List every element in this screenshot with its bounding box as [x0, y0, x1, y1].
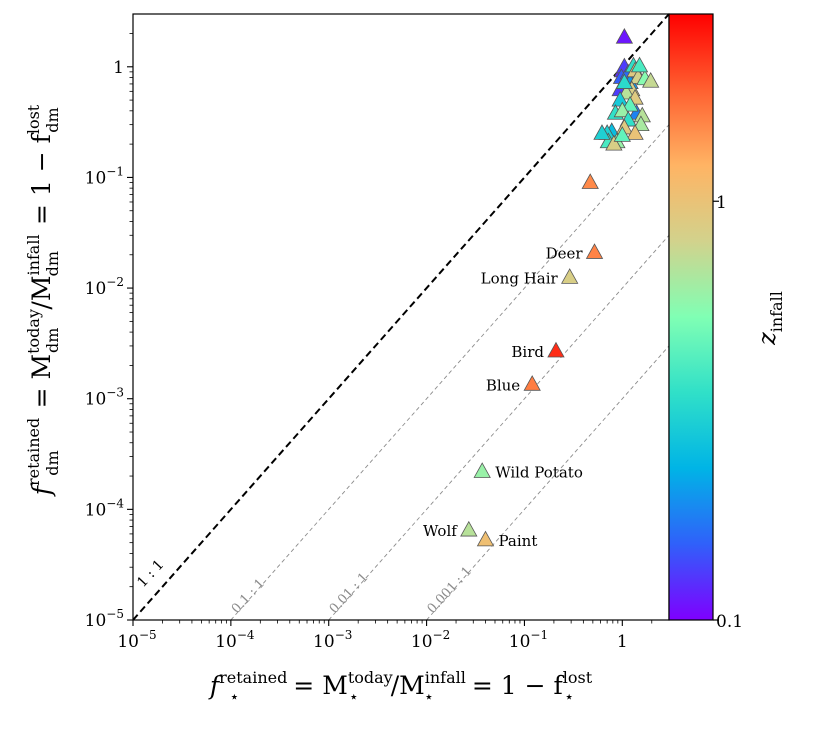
labeled-point-marker: [476, 530, 495, 547]
x-tick-label: 10−2: [411, 628, 450, 652]
x-tick-label: 10−1: [509, 628, 548, 652]
point-label: Paint: [499, 532, 538, 550]
point-label: Wolf: [423, 522, 458, 540]
y-tick-label: 1: [113, 58, 124, 78]
data-point-marker: [615, 28, 634, 44]
point-annotations: Deer Long Hair Bird Blue Wild Potato Wolf Pain…: [423, 244, 583, 549]
data-point-marker: [581, 173, 599, 189]
x-tick-label: 10−4: [215, 628, 255, 652]
reference-line: [133, 14, 669, 620]
data-markers: [460, 28, 660, 547]
x-tick-label: 1: [617, 632, 628, 652]
data-point-marker: [605, 134, 623, 151]
data-point-marker: [630, 56, 649, 73]
colorbar: [668, 13, 714, 621]
data-point-marker: [613, 101, 631, 118]
labeled-point-marker: [585, 243, 604, 259]
labeled-point-marker: [523, 375, 541, 391]
x-axis-title: fretained ⋆ = Mtoday ⋆/Minfall ⋆ = 1 − flos…: [208, 668, 593, 706]
y-tick-label: 10−1: [85, 164, 124, 188]
y-tick-label: 10−3: [85, 386, 124, 410]
x-axis-ticks: 10−5 10−4 10−3 10−2 10−1 1: [117, 620, 653, 652]
reference-line: [328, 234, 669, 620]
y-axis-title: fretaineddm = Mtodaydm/Minfalldm = 1 − f…: [24, 104, 62, 497]
data-point-marker: [613, 126, 631, 142]
labeled-point-marker: [473, 462, 491, 478]
reference-line: [426, 345, 669, 620]
data-point-marker: [615, 73, 634, 89]
reference-lines: [133, 14, 669, 620]
point-label: Wild Potato: [495, 463, 583, 481]
labeled-point-marker: [561, 268, 579, 284]
data-point-marker: [621, 95, 639, 112]
colorbar-title: zinfall: [753, 291, 786, 346]
x-tick-label: 10−5: [117, 628, 156, 652]
x-tick-label: 10−3: [313, 628, 352, 652]
data-point-marker: [632, 115, 650, 132]
data-point-marker: [626, 124, 644, 140]
labeled-point-marker: [460, 520, 478, 537]
point-label: Bird: [511, 343, 544, 361]
y-tick-label: 10−5: [85, 607, 124, 631]
point-label: Deer: [546, 244, 584, 262]
y-tick-label: 10−2: [85, 275, 124, 299]
reference-line: [230, 124, 669, 620]
colorbar-tick-label: 1: [716, 193, 727, 213]
point-label: Blue: [486, 376, 520, 394]
y-tick-label: 10−4: [85, 496, 125, 520]
colorbar-ticks: 0.11: [713, 193, 743, 632]
data-point-marker: [642, 72, 660, 88]
data-point-marker: [593, 124, 611, 140]
point-label: Long Hair: [481, 269, 559, 287]
labeled-point-marker: [547, 341, 565, 358]
y-axis-ticks: 10−5 10−4 10−3 10−2 10−1 1: [85, 33, 133, 631]
colorbar-tick-label: 0.1: [716, 612, 743, 632]
